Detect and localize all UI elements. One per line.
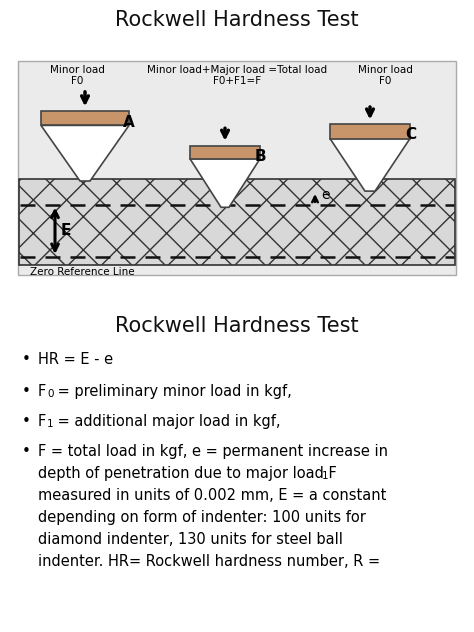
Text: Minor load+Major load =Total load
F0+F1=F: Minor load+Major load =Total load F0+F1=…	[147, 64, 327, 87]
Polygon shape	[190, 159, 260, 207]
Text: depending on form of indenter: 100 units for: depending on form of indenter: 100 units…	[38, 510, 366, 525]
Text: 1: 1	[47, 419, 54, 429]
Text: A: A	[123, 115, 135, 130]
Polygon shape	[330, 138, 410, 191]
Text: e: e	[321, 188, 329, 202]
Bar	[19, 179, 455, 265]
Text: 1: 1	[322, 471, 328, 481]
Text: indenter. HR= Rockwell hardness number, R =: indenter. HR= Rockwell hardness number, …	[38, 554, 380, 569]
Text: F = total load in kgf, e = permanent increase in: F = total load in kgf, e = permanent inc…	[38, 444, 388, 459]
Text: diamond indenter, 130 units for steel ball: diamond indenter, 130 units for steel ba…	[38, 532, 343, 547]
Text: Zero Reference Line: Zero Reference Line	[30, 267, 135, 277]
Text: depth of penetration due to major load F: depth of penetration due to major load F	[38, 466, 337, 481]
Text: = preliminary minor load in kgf,: = preliminary minor load in kgf,	[53, 384, 292, 399]
Text: •: •	[22, 444, 31, 459]
Text: measured in units of 0.002 mm, E = a constant: measured in units of 0.002 mm, E = a con…	[38, 488, 386, 503]
Text: Rockwell Hardness Test: Rockwell Hardness Test	[115, 10, 359, 30]
Text: E: E	[61, 223, 72, 238]
Bar	[18, 61, 456, 275]
Text: 0: 0	[47, 389, 54, 399]
Text: Rockwell Hardness Test: Rockwell Hardness Test	[115, 317, 359, 336]
Text: C: C	[405, 127, 416, 142]
Text: HR = E - e: HR = E - e	[38, 352, 113, 367]
Text: F: F	[38, 384, 46, 399]
Text: = additional major load in kgf,: = additional major load in kgf,	[53, 414, 281, 429]
Text: •: •	[22, 414, 31, 429]
Bar	[41, 111, 129, 125]
Bar	[190, 145, 260, 159]
Text: F: F	[38, 414, 46, 429]
Text: B: B	[255, 149, 266, 164]
Text: •: •	[22, 384, 31, 399]
Text: Minor load
F0: Minor load F0	[50, 64, 104, 87]
Bar	[330, 125, 410, 138]
Text: •: •	[22, 352, 31, 367]
Polygon shape	[41, 125, 129, 181]
Text: Minor load
F0: Minor load F0	[357, 64, 412, 87]
